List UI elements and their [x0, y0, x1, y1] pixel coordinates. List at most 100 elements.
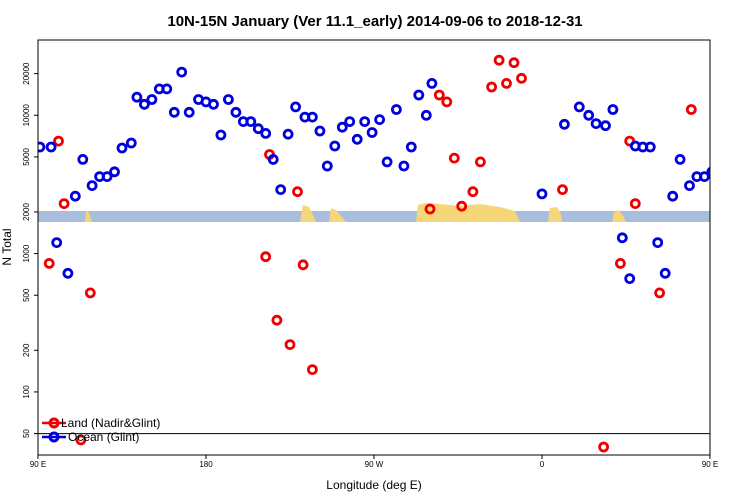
- data-point: [297, 259, 309, 271]
- data-point: [659, 267, 671, 279]
- data-point: [674, 153, 686, 165]
- data-point: [306, 364, 318, 376]
- data-point: [146, 94, 158, 105]
- x-tick-label: 90 E: [702, 460, 718, 469]
- data-point: [441, 96, 453, 108]
- y-tick-label: 500: [22, 288, 31, 302]
- data-point: [508, 57, 520, 69]
- data-point: [245, 116, 257, 127]
- data-point: [230, 106, 242, 118]
- legend-land-label: Land (Nadir&Glint): [61, 416, 160, 430]
- x-tick-label: 0: [540, 460, 545, 469]
- data-point: [456, 200, 468, 212]
- data-point: [138, 98, 150, 110]
- data-point: [43, 257, 55, 269]
- data-point: [598, 441, 609, 453]
- data-point: [208, 98, 219, 110]
- data-point: [260, 127, 272, 139]
- data-point: [667, 190, 679, 202]
- data-point: [629, 198, 641, 210]
- data-point: [600, 120, 611, 132]
- data-point: [398, 160, 410, 172]
- y-tick-label: 5000: [22, 147, 31, 165]
- data-point: [329, 140, 341, 152]
- data-point: [53, 135, 64, 147]
- data-point: [615, 257, 626, 269]
- data-point: [536, 188, 548, 200]
- data-point: [557, 184, 568, 196]
- data-point: [75, 434, 87, 446]
- data-point: [260, 251, 272, 263]
- data-point: [77, 153, 89, 165]
- data-point: [306, 111, 318, 123]
- landmass-shape: [612, 210, 626, 222]
- data-point: [712, 98, 720, 106]
- data-point: [51, 237, 63, 249]
- legend: Land (Nadir&Glint) Ocean (Glint): [42, 416, 160, 444]
- landmass-shape: [85, 211, 92, 222]
- chart-title: 10N-15N January (Ver 11.1_early) 2014-09…: [167, 13, 582, 30]
- data-point: [501, 78, 512, 89]
- data-point: [559, 118, 570, 130]
- data-point: [685, 104, 697, 115]
- landmass-shape: [548, 207, 562, 222]
- x-tick-label: 180: [199, 460, 213, 469]
- data-point: [116, 142, 128, 154]
- data-point: [684, 180, 695, 192]
- data-point: [730, 93, 738, 101]
- series-ocean: [38, 66, 746, 285]
- data-point: [62, 267, 74, 279]
- data-point: [381, 156, 393, 168]
- data-point: [351, 133, 363, 145]
- data-point: [314, 125, 326, 137]
- y-axis-label: N Total: [0, 228, 14, 265]
- data-point: [654, 287, 665, 299]
- data-point: [624, 273, 636, 285]
- data-point: [336, 121, 348, 133]
- data-point: [583, 109, 595, 121]
- data-point: [267, 153, 279, 165]
- y-axis: 50 100 200 500 1000 2000 5000 10000 20000: [22, 62, 38, 438]
- data-point: [424, 203, 436, 215]
- data-point: [69, 190, 81, 202]
- series-land: [43, 54, 744, 453]
- data-point: [161, 83, 173, 95]
- data-point: [344, 116, 356, 127]
- data-point: [516, 72, 527, 84]
- data-point: [38, 141, 46, 153]
- data-point: [607, 104, 619, 115]
- data-point: [405, 141, 417, 153]
- data-point: [359, 116, 371, 127]
- data-point: [271, 314, 283, 326]
- y-tick-label: 2000: [22, 203, 31, 221]
- data-point: [715, 144, 723, 152]
- data-point: [448, 152, 460, 164]
- legend-ocean-marker: [48, 431, 60, 443]
- data-point: [86, 180, 98, 192]
- data-point: [706, 166, 710, 177]
- data-point: [252, 123, 264, 135]
- data-point: [125, 137, 137, 149]
- data-point: [474, 156, 486, 168]
- data-point: [590, 118, 602, 129]
- data-point: [413, 89, 425, 101]
- data-point: [433, 89, 445, 101]
- y-tick-label: 50: [22, 429, 31, 438]
- data-point: [366, 127, 378, 138]
- data-point: [493, 54, 505, 66]
- data-point: [109, 166, 120, 178]
- landmass-strip: [85, 203, 626, 222]
- y-tick-label: 100: [22, 385, 31, 399]
- data-point: [736, 188, 744, 196]
- data-point: [738, 100, 746, 108]
- y-tick-label: 1000: [22, 244, 31, 262]
- data-point: [616, 232, 628, 244]
- data-point: [131, 91, 143, 103]
- y-tick-label: 200: [22, 343, 31, 357]
- data-point: [467, 186, 479, 198]
- x-tick-label: 90 W: [365, 460, 384, 469]
- data-point: [573, 101, 585, 113]
- data-point: [426, 78, 438, 89]
